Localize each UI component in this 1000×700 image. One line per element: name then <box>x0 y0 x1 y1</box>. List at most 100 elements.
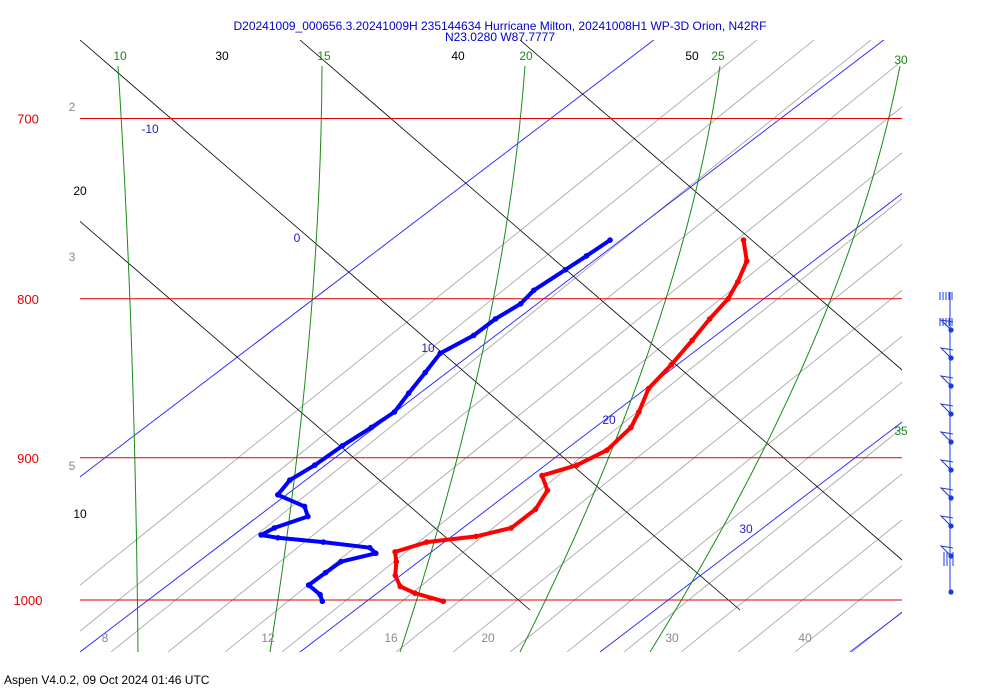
dry-adiabat-label: 20 <box>519 49 533 63</box>
profile-point-0 <box>393 558 400 565</box>
profile-point-0 <box>735 279 741 285</box>
profile-point-1 <box>320 539 327 545</box>
wind-barb-flag <box>939 431 954 443</box>
wind-barb-flag <box>939 347 954 359</box>
dry-adiabat-label: 10 <box>113 49 127 63</box>
profile-point-1 <box>405 390 412 397</box>
mixing-ratio-label: 12 <box>261 631 275 645</box>
profile-point-0 <box>440 598 447 605</box>
profile-point-1 <box>422 369 429 376</box>
profile-point-0 <box>392 572 399 579</box>
mixing-ratio-line <box>167 60 902 652</box>
mixing-ratio-line <box>794 565 902 652</box>
profile-point-1 <box>322 569 329 576</box>
profile-line-0 <box>393 238 749 604</box>
dry-adiabat-line <box>269 65 323 652</box>
chart-labels: 60070080090010002030405010101520253035-1… <box>14 49 908 645</box>
mixing-ratio-line <box>566 381 902 652</box>
mixing-ratio-line <box>452 289 902 652</box>
mixing-ratio-line <box>395 244 902 652</box>
moist-adiabat-line <box>599 421 902 652</box>
profile-point-0 <box>668 361 675 368</box>
mixing-ratio-line <box>338 198 902 652</box>
moist-adiabat-line <box>849 611 902 652</box>
profile-point-1 <box>301 503 308 510</box>
isobar-lines <box>80 117 902 601</box>
wind-barb-flag <box>939 515 954 527</box>
pressure-tick-label: 700 <box>17 111 39 126</box>
mixing-ratio-label: 8 <box>102 631 109 645</box>
dry-adiabat-line <box>649 65 901 652</box>
profile-point-0 <box>539 472 545 479</box>
mixing-ratio-label: 16 <box>384 631 398 645</box>
mixing-ratio-label: 3 <box>69 250 76 264</box>
pressure-tick-label: 800 <box>17 292 39 307</box>
profile-point-1 <box>531 287 537 294</box>
pressure-tick-label: 900 <box>17 451 39 466</box>
profile-point-0 <box>725 296 731 302</box>
profile-point-0 <box>628 424 634 431</box>
moist-adiabat-label: 20 <box>602 413 616 427</box>
isotherm-label: 30 <box>215 49 229 63</box>
moist-adiabat-line <box>299 193 902 652</box>
moist-adiabat-label: 30 <box>739 522 753 536</box>
moist-adiabat-line <box>80 40 655 478</box>
dry-adiabat-label: 35 <box>894 424 908 438</box>
isotherm-label: 40 <box>451 49 465 63</box>
mixing-ratio-line <box>966 40 1000 652</box>
moist-adiabat-label: 10 <box>421 341 435 355</box>
wind-barb-flag <box>939 545 954 557</box>
profile-point-0 <box>740 237 747 243</box>
profile-point-1 <box>368 424 375 431</box>
profile-point-0 <box>604 447 610 454</box>
profile-point-1 <box>319 598 326 605</box>
wind-barb-flag <box>939 487 954 499</box>
isotherm-line <box>519 40 902 371</box>
mixing-ratio-label: 2 <box>69 100 76 114</box>
profile-point-0 <box>423 539 430 545</box>
profile-point-1 <box>607 237 613 243</box>
profile-point-1 <box>311 462 318 469</box>
chart-title: D20241009_000656.3.20241009H 235144634 H… <box>233 19 767 33</box>
profile-point-1 <box>492 316 499 322</box>
wind-barb-column <box>939 292 954 595</box>
mixing-ratio-label: 20 <box>481 631 495 645</box>
profile-point-1 <box>437 350 444 357</box>
profile-point-0 <box>689 337 695 344</box>
mixing-ratio-line <box>680 473 902 652</box>
profile-point-0 <box>532 506 539 513</box>
profile-point-1 <box>275 492 281 498</box>
wind-barb-flag <box>939 375 954 387</box>
isotherm-line <box>80 40 741 611</box>
profile-point-1 <box>562 267 569 273</box>
moist-adiabat-label: -10 <box>141 122 159 136</box>
mixing-ratio-line <box>110 40 872 652</box>
mixing-ratio-line <box>224 106 902 652</box>
chart-grid <box>80 40 1000 652</box>
mixing-ratio-label: 30 <box>665 631 679 645</box>
profile-point-1 <box>470 332 477 339</box>
profile-point-0 <box>397 583 404 590</box>
profile-point-0 <box>744 258 750 264</box>
isotherm-line <box>80 220 531 611</box>
mixing-ratio-line <box>509 335 902 652</box>
profile-point-1 <box>275 535 281 541</box>
profile-point-0 <box>636 409 642 415</box>
profile-point-0 <box>574 462 580 469</box>
profile-point-1 <box>339 442 346 449</box>
dry-adiabat-label: 25 <box>711 49 725 63</box>
isotherm-line <box>299 40 902 561</box>
profile-point-0 <box>706 316 713 322</box>
profile-point-1 <box>305 513 311 520</box>
mixing-ratio-line <box>909 40 1000 652</box>
profile-point-0 <box>645 385 652 392</box>
chart-series <box>258 237 750 605</box>
mixing-ratio-line <box>623 427 902 652</box>
profile-point-0 <box>392 549 398 555</box>
profile-line-1 <box>259 238 612 604</box>
isotherm-label: 50 <box>685 49 699 63</box>
profile-point-1 <box>583 253 590 259</box>
wind-barb-point <box>948 589 954 595</box>
profile-point-1 <box>317 591 323 598</box>
moist-adiabat-line <box>80 40 885 652</box>
